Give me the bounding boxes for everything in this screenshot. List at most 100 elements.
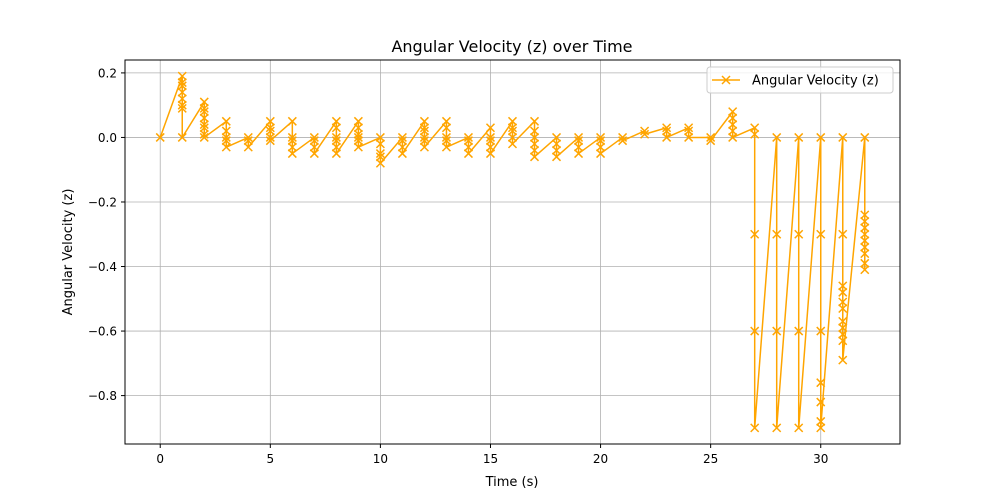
data-point	[596, 149, 606, 159]
data-point	[441, 132, 451, 142]
data-point	[309, 142, 319, 152]
data-point	[552, 152, 562, 162]
data-point	[375, 149, 385, 159]
data-point	[243, 132, 253, 142]
data-point	[419, 126, 429, 136]
y-axis-label: Angular Velocity (z)	[61, 189, 76, 316]
data-point	[397, 132, 407, 142]
chart-title: Angular Velocity (z) over Time	[391, 37, 632, 56]
data-point	[816, 229, 826, 239]
data-point	[265, 136, 275, 146]
data-point	[419, 116, 429, 126]
x-tick-label: 15	[483, 452, 498, 466]
data-point	[353, 116, 363, 126]
data-point	[287, 142, 297, 152]
x-tick-label: 10	[373, 452, 388, 466]
data-point	[221, 116, 231, 126]
y-tick-label: −0.8	[88, 389, 117, 403]
data-point	[860, 249, 870, 259]
data-point	[794, 132, 804, 142]
data-point	[419, 132, 429, 142]
data-point	[287, 132, 297, 142]
data-point	[772, 326, 782, 336]
data-point	[838, 323, 848, 333]
data-point	[309, 149, 319, 159]
data-point	[441, 142, 451, 152]
y-tick-label: 0.2	[98, 66, 117, 80]
data-point	[419, 136, 429, 146]
data-point	[463, 142, 473, 152]
data-point	[860, 223, 870, 233]
data-point	[684, 132, 694, 142]
data-point	[463, 136, 473, 146]
data-point	[353, 129, 363, 139]
data-point	[552, 145, 562, 155]
data-point	[728, 126, 738, 136]
data-point	[772, 229, 782, 239]
data-point	[596, 136, 606, 146]
plot-frame	[124, 59, 901, 445]
data-point	[860, 132, 870, 142]
legend-marker-x	[721, 75, 731, 85]
series-line	[159, 75, 866, 429]
data-point	[750, 229, 760, 239]
data-point	[309, 132, 319, 142]
data-point	[794, 326, 804, 336]
data-point	[860, 216, 870, 226]
data-point	[507, 116, 518, 126]
data-point	[860, 242, 870, 252]
legend-label: Angular Velocity (z)	[752, 74, 879, 89]
data-point	[485, 132, 496, 142]
data-point	[529, 145, 540, 155]
data-point	[287, 149, 297, 159]
data-point	[177, 78, 187, 88]
data-point	[618, 136, 628, 146]
y-tick-label: −0.2	[88, 195, 117, 209]
data-point	[353, 142, 363, 152]
data-point	[397, 136, 407, 146]
legend: Angular Velocity (z)	[706, 66, 894, 94]
data-point	[838, 355, 848, 365]
data-point	[221, 142, 231, 152]
data-point	[199, 97, 209, 107]
data-point	[419, 123, 429, 133]
data-point	[750, 123, 760, 133]
data-point	[750, 326, 760, 336]
y-axis-ticks: 0.2 0.0 −0.2 −0.4 −0.6 −0.8	[88, 66, 125, 403]
x-tick-label: 0	[156, 452, 164, 466]
data-point	[574, 149, 584, 159]
y-tick-label: 0.0	[98, 131, 117, 145]
data-point	[265, 123, 275, 133]
data-point	[860, 236, 870, 246]
data-point	[331, 116, 341, 126]
data-point	[728, 113, 738, 123]
data-point	[860, 210, 870, 220]
x-tick-label: 20	[593, 452, 608, 466]
data-point	[485, 142, 496, 152]
data-point	[529, 139, 540, 149]
data-point	[838, 287, 848, 297]
data-point	[331, 142, 341, 152]
x-tick-label: 30	[813, 452, 828, 466]
data-point	[662, 132, 672, 142]
data-point	[507, 139, 518, 149]
data-point	[463, 132, 473, 142]
data-point	[684, 126, 694, 136]
data-point	[221, 126, 231, 136]
data-point	[529, 126, 540, 136]
data-point	[794, 229, 804, 239]
data-point	[662, 123, 672, 133]
data-point	[529, 116, 540, 126]
data-point	[618, 132, 628, 142]
data-point	[860, 265, 870, 275]
data-point	[199, 129, 209, 139]
data-point	[684, 123, 694, 133]
data-point	[816, 416, 826, 426]
data-point	[331, 132, 341, 142]
data-point	[265, 126, 275, 136]
data-point	[331, 149, 341, 159]
data-point	[529, 152, 540, 162]
grid-lines	[125, 60, 900, 444]
data-point	[199, 132, 209, 142]
data-point	[177, 103, 187, 113]
